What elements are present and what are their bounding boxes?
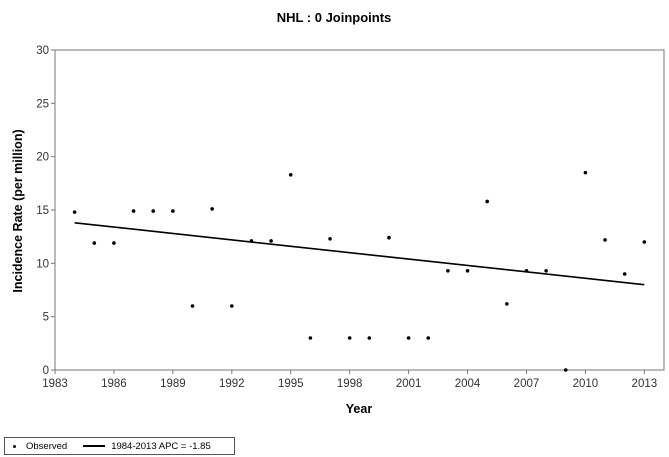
x-tick-label: 2004: [455, 378, 481, 390]
observed-point: [308, 336, 313, 340]
x-tick-label: 1992: [219, 378, 245, 390]
x-tick-label: 1998: [337, 378, 363, 390]
observed-point: [131, 209, 136, 213]
observed-point: [544, 269, 548, 273]
observed-point: [603, 238, 607, 242]
observed-point: [485, 199, 489, 204]
observed-point: [269, 239, 273, 243]
observed-point: [112, 241, 116, 245]
plot-area: [54, 49, 665, 371]
x-axis-title: Year: [346, 402, 373, 416]
y-tick-label: 5: [43, 312, 49, 324]
x-tick-label: 2001: [396, 378, 422, 390]
observed-point: [92, 241, 97, 245]
x-axis: 1983 1986 1989 1992 1995 1998 2001 2004 2007 2010…: [42, 370, 657, 390]
observed-point: [367, 336, 372, 340]
x-tick-label: 1986: [101, 378, 127, 390]
observed-point: [151, 209, 156, 213]
observed-point: [642, 240, 647, 244]
chart-title: NHL : 0 Joinpoints: [277, 10, 392, 25]
observed-point: [622, 272, 627, 276]
data-marks: [72, 170, 647, 372]
y-tick-label: 20: [36, 152, 49, 164]
y-axis-title: Incidence Rate (per million): [11, 129, 25, 292]
observed-point: [230, 304, 234, 308]
y-axis: 0 5 10 15 20 25 30: [36, 45, 55, 377]
observed-point: [190, 304, 195, 308]
legend: Observed 1984-2013 APC = -1.85: [4, 437, 235, 455]
y-tick-label: 25: [36, 98, 49, 110]
observed-point: [446, 269, 450, 273]
legend-dot-icon: [13, 444, 16, 448]
observed-point: [406, 336, 411, 340]
observed-point: [171, 209, 175, 213]
observed-point: [426, 336, 431, 340]
apc-trend-line: [74, 222, 645, 286]
observed-point: [505, 302, 509, 306]
legend-label-observed: Observed: [26, 440, 68, 452]
x-tick-label: 1983: [42, 378, 68, 390]
observed-point: [563, 368, 568, 372]
x-tick-label: 1995: [278, 378, 304, 390]
observed-point: [72, 210, 77, 214]
legend-line-icon: [83, 445, 106, 447]
y-tick-label: 10: [36, 258, 49, 270]
x-tick-label: 2013: [632, 378, 658, 390]
observed-point: [583, 170, 588, 175]
x-tick-label: 2010: [573, 378, 599, 390]
observed-point: [387, 235, 391, 240]
y-tick-label: 15: [36, 205, 49, 217]
y-tick-label: 30: [36, 45, 49, 57]
legend-item-observed: Observed: [5, 441, 67, 452]
legend-label-fit: 1984-2013 APC = -1.85: [111, 440, 211, 452]
observed-point: [465, 269, 470, 273]
observed-point: [328, 237, 332, 241]
observed-point: [210, 207, 214, 211]
x-tick-label: 2007: [514, 378, 540, 390]
x-tick-label: 1989: [160, 378, 186, 390]
y-tick-label: 0: [43, 365, 49, 377]
observed-point: [288, 173, 293, 177]
observed-point: [347, 336, 352, 340]
legend-item-fit: 1984-2013 APC = -1.85: [67, 441, 211, 452]
